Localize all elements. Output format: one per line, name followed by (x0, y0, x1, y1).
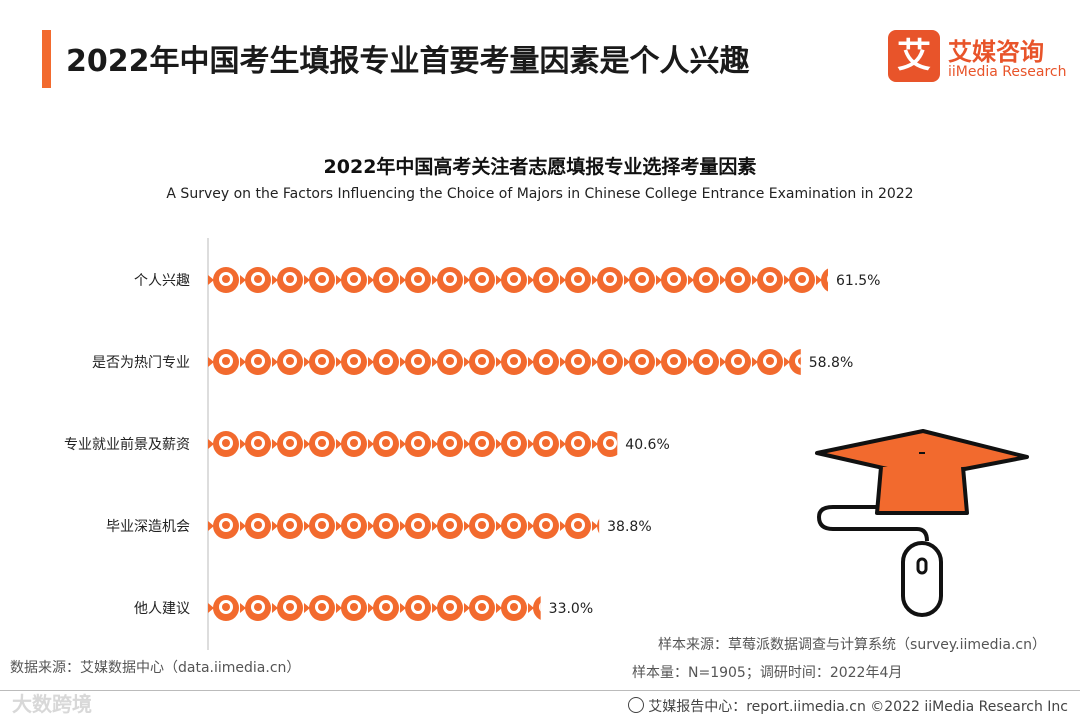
chart-subtitle: A Survey on the Factors Influencing the … (166, 186, 914, 202)
title-accent-bar (42, 30, 51, 88)
bar-chart: 个人兴趣 61.5% 是否为热门专业 58.8% 专业就业前景及薪资 40.6% 毕业深造机… (64, 238, 880, 650)
value-label: 38.8% (607, 519, 651, 535)
bar (208, 595, 541, 621)
bar (208, 513, 600, 539)
category-label: 他人建议 (134, 601, 190, 617)
value-label: 61.5% (836, 273, 880, 289)
report-center-link[interactable]: 艾媒报告中心：report.iimedia.cn ©2022 iiMedia R… (628, 696, 1068, 716)
page-title: 2022年中国考生填报专业首要考量因素是个人兴趣 (66, 44, 750, 79)
graduation-cap-mouse-icon (815, 429, 1029, 617)
iimedia-logo[interactable]: 艾 艾媒咨询 iiMedia Research (888, 30, 1068, 86)
category-label: 毕业深造机会 (106, 519, 190, 535)
logo-icon: 艾 (888, 30, 940, 82)
category-label: 专业就业前景及薪资 (64, 436, 190, 453)
report-center-text: 艾媒报告中心：report.iimedia.cn ©2022 iiMedia R… (648, 699, 1068, 715)
bar (208, 431, 618, 457)
value-label: 58.8% (809, 355, 853, 371)
data-source: 数据来源：艾媒数据中心（data.iimedia.cn） (10, 660, 301, 676)
value-label: 40.6% (625, 437, 669, 453)
chart-title: 2022年中国高考关注者志愿填报专业选择考量因素 (323, 156, 757, 178)
value-label: 33.0% (549, 601, 593, 617)
category-label: 个人兴趣 (134, 273, 190, 289)
bar (208, 267, 828, 293)
sample-size: 样本量：N=1905；调研时间：2022年4月 (632, 665, 903, 681)
footer-divider (0, 690, 1080, 691)
logo-text-en: iiMedia Research (948, 64, 1067, 80)
globe-icon (628, 697, 645, 713)
category-label: 是否为热门专业 (92, 355, 190, 371)
sample-source: 样本来源：草莓派数据调查与计算系统（survey.iimedia.cn） (658, 637, 1046, 653)
bar (208, 349, 801, 375)
watermark: 大数跨境 (12, 692, 92, 716)
logo-text-cn: 艾媒咨询 (948, 38, 1044, 66)
